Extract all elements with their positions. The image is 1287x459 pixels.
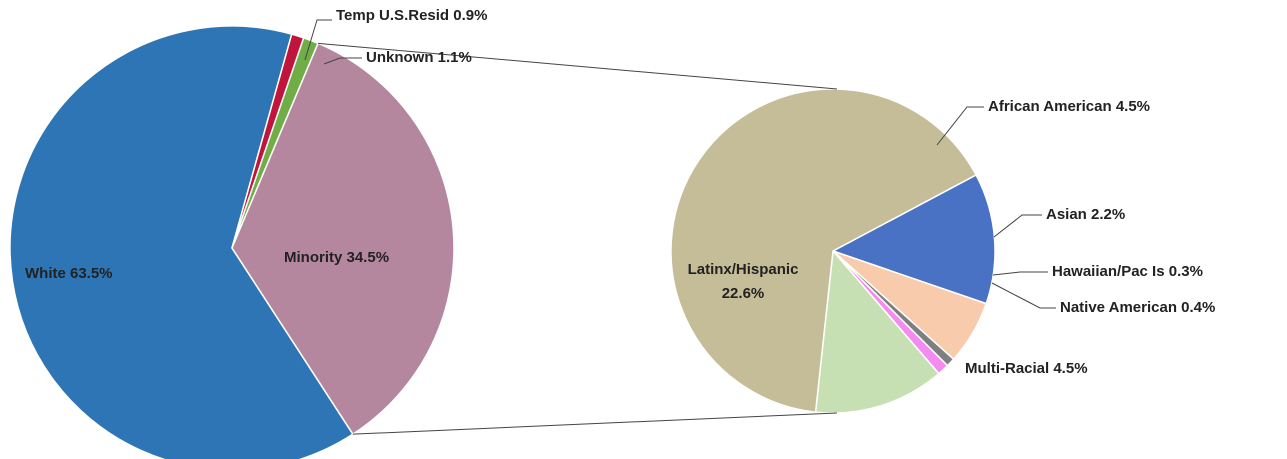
data-label-native-american: Native American 0.4% (1060, 299, 1215, 316)
leader-line-unknown (323, 57, 362, 65)
data-label-multi-racial: Multi-Racial 4.5% (965, 360, 1088, 377)
data-label-minority: Minority 34.5% (284, 249, 389, 266)
data-label-temp-u-s-resid: Temp U.S.Resid 0.9% (336, 7, 487, 24)
leader-line-hawaiian-pac-is (992, 271, 1048, 276)
data-label-latinx-hispanic-line-1: Latinx/Hispanic (688, 261, 799, 278)
data-label-asian: Asian 2.2% (1046, 206, 1125, 223)
data-label-african-american: African American 4.5% (988, 98, 1150, 115)
leader-line-temp-u-s-resid (304, 19, 332, 61)
leader-line-asian (993, 214, 1042, 238)
connector-line-bottom (352, 412, 838, 435)
leader-line-african-american (936, 106, 984, 146)
data-label-unknown: Unknown 1.1% (366, 49, 472, 66)
data-label-white: White 63.5% (25, 265, 113, 282)
main-slice-white[interactable] (9, 25, 354, 459)
sub-slice-latinx-hispanic[interactable] (670, 88, 978, 413)
leader-line-native-american (991, 282, 1056, 309)
data-label-hawaiian-pac-is: Hawaiian/Pac Is 0.3% (1052, 263, 1203, 280)
sub-slice-multi-racial[interactable] (814, 249, 940, 414)
connector-line-top (317, 42, 838, 90)
data-label-latinx-hispanic-line-2: 22.6% (722, 285, 765, 302)
main-slice-minority[interactable] (231, 42, 455, 436)
sub-slice-african-american[interactable] (831, 173, 996, 305)
